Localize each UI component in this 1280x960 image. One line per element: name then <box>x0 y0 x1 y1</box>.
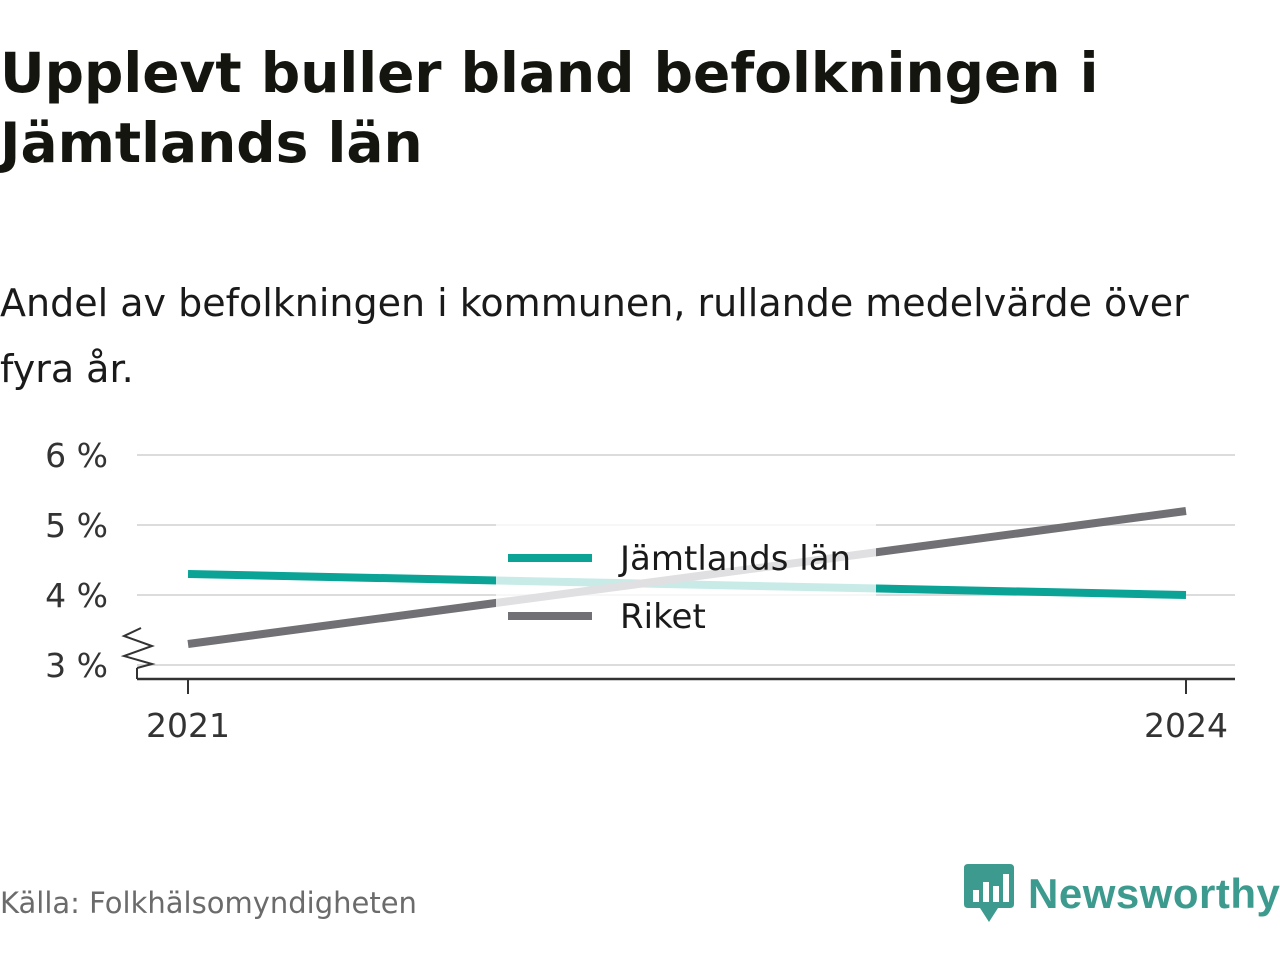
source-note: Källa: Folkhälsomyndigheten <box>0 886 417 920</box>
legend-label: Jämtlands län <box>618 539 851 579</box>
y-tick-label: 6 % <box>45 436 108 475</box>
legend: Jämtlands län Riket <box>496 523 876 639</box>
y-tick-label: 5 % <box>45 506 108 545</box>
newsworthy-logo-icon <box>964 864 1014 922</box>
y-tick-label: 4 % <box>45 576 108 615</box>
brand-name: Newsworthy <box>1028 870 1280 917</box>
axis-break-icon <box>120 627 156 669</box>
x-tick-label: 2021 <box>146 706 230 745</box>
chart-subtitle: Andel av befolkningen i kommunen, rullan… <box>0 281 1189 391</box>
line-chart: 3 % 4 % 5 % 6 % 2021 2024 Jämtlands län Riket <box>45 436 1235 745</box>
chart-title: Upplevt buller bland befolkningen i Jämt… <box>0 41 1099 175</box>
x-tick-label: 2024 <box>1144 706 1228 745</box>
y-tick-label: 3 % <box>45 646 108 685</box>
brand: Newsworthy <box>964 864 1280 924</box>
legend-label: Riket <box>620 597 706 637</box>
